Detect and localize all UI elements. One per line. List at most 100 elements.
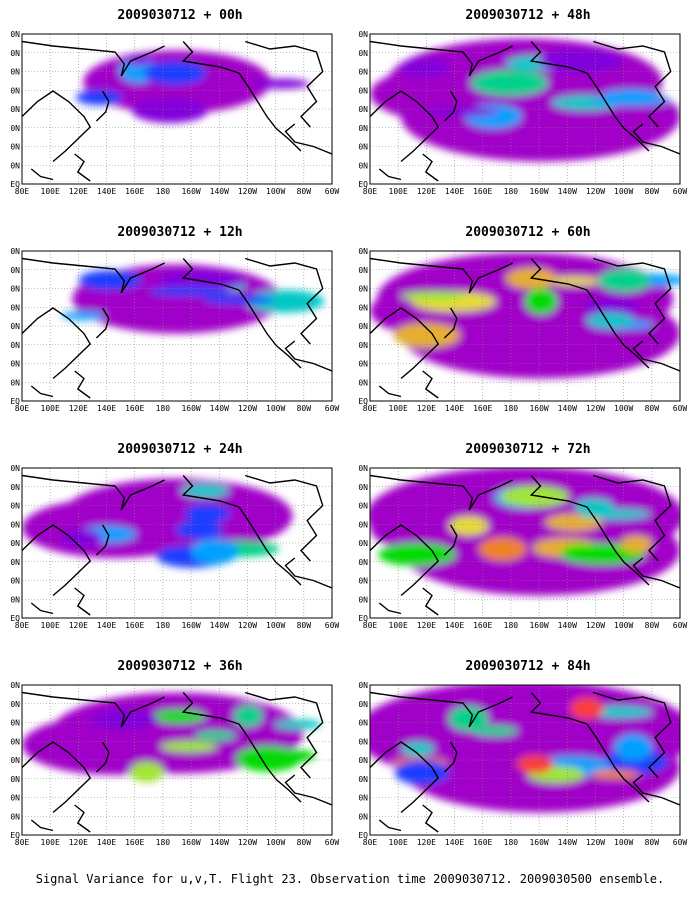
lon-label: 180 <box>504 404 519 413</box>
lon-label: 80W <box>645 838 660 847</box>
lon-label: 80E <box>15 187 30 196</box>
coastline <box>30 168 54 181</box>
lat-label: 30N <box>10 558 20 567</box>
lon-label: 100E <box>389 838 408 847</box>
lat-label: 10N <box>10 161 20 170</box>
lon-label: 180 <box>504 187 519 196</box>
lat-label: 50N <box>358 86 368 95</box>
lat-label: 40N <box>358 756 368 765</box>
lon-label: 160W <box>529 621 548 630</box>
map-panel: 2009030712 + 12h 80N 70N 60N 50N 40N 30N 20N 10N… <box>10 225 350 435</box>
lon-label: 80E <box>15 838 30 847</box>
lon-label: 80W <box>297 404 312 413</box>
lon-label: 80E <box>363 838 378 847</box>
lat-label: EQ <box>10 614 20 623</box>
coastline <box>592 474 672 562</box>
coastline <box>370 691 513 728</box>
coastline <box>181 692 240 725</box>
variance-region <box>235 745 301 772</box>
lon-label: 120E <box>69 838 88 847</box>
variance-region <box>424 107 500 117</box>
coastline <box>443 90 458 122</box>
lon-label: 120E <box>417 838 436 847</box>
variance-region <box>184 504 231 523</box>
panel-title: 2009030712 + 48h <box>465 8 591 23</box>
variance-region <box>619 535 653 553</box>
lat-label: 10N <box>10 595 20 604</box>
lat-label: 20N <box>10 577 20 586</box>
coastline <box>22 90 92 163</box>
variance-region <box>524 288 558 315</box>
lon-label: 140E <box>97 404 116 413</box>
lon-label: 60W <box>325 838 340 847</box>
coastline <box>30 819 54 832</box>
panel-title: 2009030712 + 72h <box>465 442 591 457</box>
coastline <box>378 168 402 181</box>
lon-label: 160E <box>125 187 144 196</box>
coastline <box>632 557 680 589</box>
lat-label: 10N <box>358 595 368 604</box>
lon-label: 180 <box>504 621 519 630</box>
coastline <box>632 340 680 372</box>
coastline <box>238 506 302 586</box>
lat-label: 80N <box>10 247 20 256</box>
lon-label: 140W <box>558 838 577 847</box>
lon-label: 60W <box>325 404 340 413</box>
lat-label: 70N <box>10 483 20 492</box>
lat-label: 10N <box>10 812 20 821</box>
coastline <box>181 475 240 508</box>
lon-label: 160E <box>125 404 144 413</box>
lat-label: 20N <box>10 794 20 803</box>
panel-title: 2009030712 + 24h <box>117 442 243 457</box>
lon-label: 160W <box>181 404 200 413</box>
coastline <box>529 258 588 291</box>
lon-label: 120W <box>586 621 605 630</box>
coastline <box>632 774 680 806</box>
lat-label: 50N <box>10 520 20 529</box>
lat-label: 50N <box>358 737 368 746</box>
lat-label: 20N <box>358 577 368 586</box>
lon-label: 60W <box>673 621 688 630</box>
coastline <box>238 723 302 803</box>
lon-label: 140E <box>445 187 464 196</box>
coastline <box>238 72 302 152</box>
variance-region <box>190 538 239 565</box>
lon-label: 160W <box>181 621 200 630</box>
lon-label: 160E <box>473 838 492 847</box>
coastline <box>422 587 439 616</box>
coastline <box>22 307 92 380</box>
lon-label: 140W <box>210 838 229 847</box>
map-panel: 2009030712 + 36h 80N 70N 60N 50N 40N 30N 20N 10N… <box>10 659 350 869</box>
lat-label: 50N <box>10 86 20 95</box>
lon-label: 140W <box>210 621 229 630</box>
coastline <box>74 587 91 616</box>
lon-label: 120W <box>238 187 257 196</box>
lat-label: EQ <box>358 831 368 840</box>
lat-label: 50N <box>10 737 20 746</box>
lat-label: 20N <box>358 360 368 369</box>
lon-label: 80W <box>645 621 660 630</box>
lon-label: 160W <box>529 187 548 196</box>
lon-label: 140E <box>445 838 464 847</box>
lon-label: 160W <box>529 404 548 413</box>
lat-label: 70N <box>358 700 368 709</box>
coastline <box>370 40 513 77</box>
lon-label: 120E <box>69 187 88 196</box>
coastline <box>370 741 440 814</box>
lon-label: 80E <box>15 621 30 630</box>
coastline <box>370 307 440 380</box>
lon-label: 120E <box>417 404 436 413</box>
variance-region <box>75 89 123 106</box>
coastline <box>592 691 672 779</box>
lat-label: 60N <box>358 68 368 77</box>
variance-region <box>148 287 230 297</box>
lat-label: 60N <box>10 502 20 511</box>
lon-label: 60W <box>325 187 340 196</box>
lat-label: 70N <box>10 49 20 58</box>
coastline <box>95 90 110 122</box>
coastline <box>95 741 110 773</box>
